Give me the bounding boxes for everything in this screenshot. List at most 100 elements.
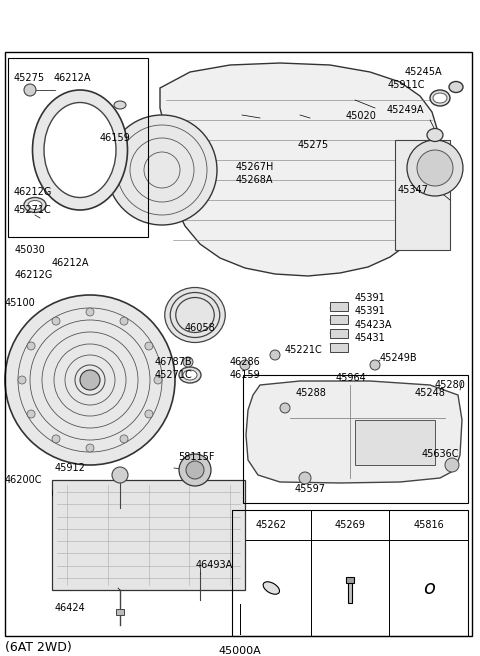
Text: 45423A: 45423A [355,320,393,330]
Text: 45275: 45275 [298,140,329,150]
Circle shape [240,360,250,370]
Bar [330,329,348,338]
Text: 46212A: 46212A [52,258,89,268]
Text: 45262: 45262 [256,520,287,530]
Ellipse shape [449,81,463,92]
Circle shape [186,461,204,479]
Circle shape [120,317,128,325]
Text: 45271C: 45271C [14,205,52,215]
Text: 45431: 45431 [355,333,386,343]
Text: 45248: 45248 [415,388,446,398]
Text: 45347: 45347 [398,185,429,195]
Text: 45816: 45816 [413,520,444,530]
Text: 45964: 45964 [336,373,367,383]
Text: 46159: 46159 [230,370,261,380]
Circle shape [27,342,35,350]
Text: 45267H: 45267H [236,162,275,172]
Text: 45030: 45030 [15,245,46,255]
Circle shape [86,308,94,316]
Circle shape [27,410,35,418]
Polygon shape [246,381,462,483]
Text: 45269: 45269 [335,520,365,530]
Text: 45288: 45288 [296,388,327,398]
Circle shape [5,295,175,465]
Circle shape [145,410,153,418]
Circle shape [112,467,128,483]
Ellipse shape [430,90,450,106]
Circle shape [80,370,100,390]
Text: 46787B: 46787B [155,357,192,367]
Text: 45912: 45912 [55,463,86,473]
Circle shape [179,454,211,486]
Bar [330,302,348,311]
Circle shape [183,357,193,367]
Circle shape [107,115,217,225]
Bar [5,52,472,636]
Ellipse shape [179,367,201,383]
Text: 45221C: 45221C [285,345,323,355]
Circle shape [120,435,128,443]
Circle shape [407,140,463,196]
Text: 45597: 45597 [295,484,326,494]
Ellipse shape [24,197,46,213]
Bar [330,315,348,324]
Text: 45000A: 45000A [218,646,262,656]
Ellipse shape [427,129,443,142]
Text: 45020: 45020 [346,111,377,121]
Ellipse shape [170,293,220,337]
Ellipse shape [183,370,197,380]
Ellipse shape [176,298,214,333]
Ellipse shape [114,101,126,109]
Ellipse shape [28,201,42,209]
Ellipse shape [165,287,225,342]
Bar [52,480,245,590]
Polygon shape [160,63,440,276]
Text: 45249B: 45249B [380,353,418,363]
Text: 45391: 45391 [355,306,386,316]
Bar [330,343,348,352]
Text: 45280: 45280 [435,380,466,390]
Circle shape [299,472,311,484]
Text: (6AT 2WD): (6AT 2WD) [5,641,72,654]
Circle shape [154,376,162,384]
Text: 45268A: 45268A [236,175,274,185]
Circle shape [24,84,36,96]
Text: 45100: 45100 [5,298,36,308]
Circle shape [280,403,290,413]
Bar [232,510,468,636]
Bar [8,58,148,237]
Text: 46493A: 46493A [196,560,233,570]
Ellipse shape [433,93,447,103]
Bar [395,140,450,250]
Text: 46212A: 46212A [54,73,92,83]
Circle shape [52,435,60,443]
Text: 45245A: 45245A [405,67,443,77]
Text: 45636C: 45636C [422,449,459,459]
Text: o: o [423,579,434,598]
Text: 45911C: 45911C [388,80,425,90]
Circle shape [270,350,280,360]
Text: 46212G: 46212G [15,270,53,280]
Text: 45275: 45275 [14,73,45,83]
Bar [355,420,435,465]
Bar [346,577,354,583]
Text: 46286: 46286 [230,357,261,367]
Text: 46200C: 46200C [5,475,43,485]
Text: 58115F: 58115F [178,452,215,462]
Text: 46212G: 46212G [14,187,52,197]
Bar [116,609,124,615]
Bar [243,375,468,503]
Circle shape [145,342,153,350]
Circle shape [18,376,26,384]
Circle shape [417,150,453,186]
Text: 45249A: 45249A [387,105,424,115]
Circle shape [86,444,94,452]
Circle shape [445,458,459,472]
Text: 46058: 46058 [185,323,216,333]
Circle shape [52,317,60,325]
Circle shape [370,360,380,370]
Text: 46159: 46159 [100,133,131,143]
Ellipse shape [263,582,279,594]
Ellipse shape [33,90,128,210]
Text: 45391: 45391 [355,293,386,303]
